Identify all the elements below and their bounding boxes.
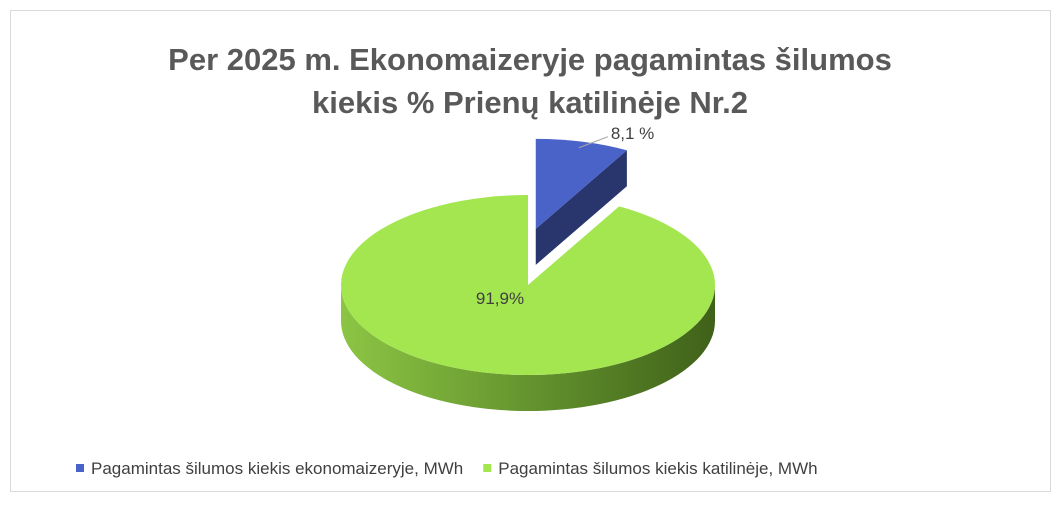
slice (535, 138, 627, 229)
data-label: 8,1 % (611, 124, 654, 143)
slice-side (535, 150, 627, 265)
legend-label: Pagamintas šilumos kiekis ekonomaizeryje… (91, 459, 463, 478)
chart-border (10, 10, 1051, 492)
slice-side (341, 285, 715, 411)
legend-label: Pagamintas šilumos kiekis katilinėje, MW… (498, 459, 817, 478)
legend-swatch (483, 464, 492, 472)
data-label: 91,9% (476, 289, 524, 308)
chart-title: Per 2025 m. Ekonomaizeryje pagamintas ši… (168, 42, 892, 120)
pie: 8,1 % 91,9% (341, 124, 716, 411)
legend: Pagamintas šilumos kiekis ekonomaizeryje… (76, 459, 818, 478)
leader-line (578, 136, 609, 149)
slice (341, 195, 716, 375)
legend-swatch (76, 464, 84, 472)
